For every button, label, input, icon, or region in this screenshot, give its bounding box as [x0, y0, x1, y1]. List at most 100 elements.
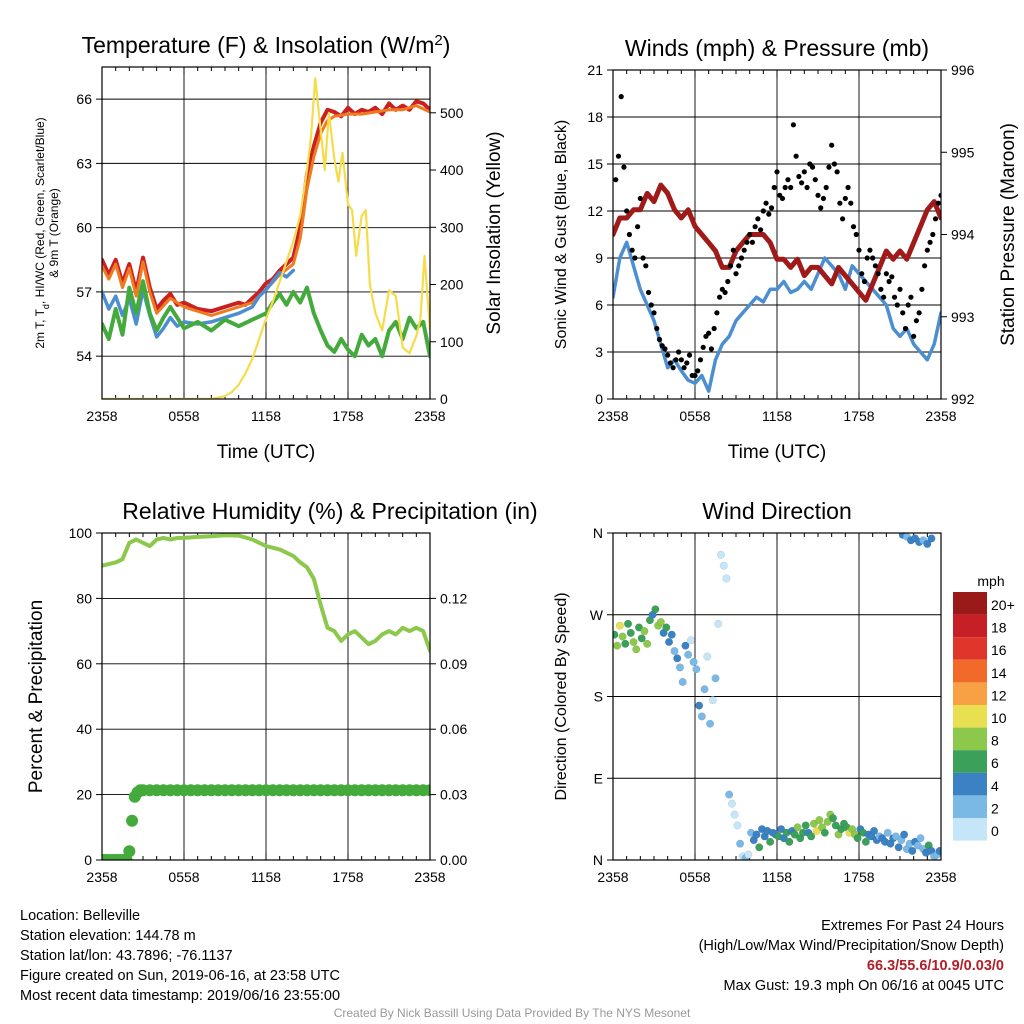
colorbar-swatch	[953, 750, 987, 773]
y-tick-label: 15	[587, 156, 603, 172]
point-wind_gust	[922, 263, 928, 269]
y-tick-label-right: 995	[951, 144, 975, 160]
point-wind_gust	[796, 173, 802, 180]
direction-point	[883, 828, 892, 837]
point-wind_gust	[676, 349, 682, 355]
y-tick-label: 54	[76, 348, 92, 364]
grid-rh	[102, 533, 430, 860]
y-tick-label-right: 0.12	[440, 590, 467, 606]
point-wind_gust	[654, 325, 660, 332]
panel-wind: 0 3 6 9 12 15 18 21 992 993 994 995 996 2358 0558 1158 1…	[553, 35, 1019, 463]
line-relative_humidity	[102, 533, 430, 653]
direction-point	[820, 828, 829, 837]
point-wind_gust	[736, 263, 742, 269]
y-tick-label: 12	[587, 203, 603, 219]
y-tick-label: 63	[76, 155, 92, 171]
colorbar-swatch	[953, 659, 987, 683]
y-tick-label: 100	[69, 525, 93, 541]
direction-point	[634, 623, 644, 632]
direction-point	[869, 826, 879, 835]
point-wind_gust	[834, 169, 840, 175]
point-precipitation	[126, 814, 139, 827]
point-wind_gust	[916, 310, 922, 316]
direction-point	[913, 841, 922, 850]
y-tick-label: E	[594, 770, 603, 786]
point-wind_gust	[626, 231, 633, 238]
point-wind_gust	[681, 365, 687, 371]
point-wind_gust	[889, 274, 895, 280]
point-wind_gust	[818, 205, 824, 211]
grid-wdir	[613, 533, 941, 860]
point-wind_gust	[768, 205, 775, 211]
point-wind_gust	[864, 255, 870, 261]
direction-point	[766, 837, 775, 846]
direction-point	[673, 654, 682, 663]
point-precipitation	[123, 845, 136, 858]
x-tick-label: 2358	[925, 869, 956, 885]
line-solar_insolation	[102, 77, 430, 399]
y-tick-label-right: 0.09	[440, 656, 467, 672]
point-wind_gust	[788, 184, 794, 191]
point-wind_gust	[635, 224, 641, 230]
point-wind_gust	[722, 289, 728, 296]
direction-point	[722, 574, 731, 583]
point-wind_gust	[935, 200, 941, 206]
point-wind_gust	[692, 372, 698, 379]
panel-temp: 54 57 60 63 66 0 100 200 300 400 500 2358 0558 1158 17…	[33, 32, 505, 464]
y-tick-label-right: 996	[951, 62, 975, 78]
colorbar-label: 20+	[991, 597, 1015, 613]
y-axis-label-right: Station Pressure (Maroon)	[998, 123, 1019, 346]
point-wind_gust	[850, 224, 857, 230]
point-wind_gust	[900, 310, 906, 316]
direction-point	[801, 821, 810, 830]
point-wind_gust	[927, 239, 933, 245]
point-wind_gust	[883, 271, 889, 277]
point-wind_gust	[766, 211, 772, 217]
y-tick-label-right: 500	[440, 105, 464, 121]
direction-point	[656, 617, 665, 627]
colorbar-swatch	[953, 818, 987, 841]
y-tick-label: 6	[595, 297, 603, 313]
x-axis-label: Time (UTC)	[217, 442, 316, 463]
point-wind_gust	[938, 192, 941, 198]
direction-point	[632, 645, 641, 654]
point-wind_gust	[656, 336, 663, 343]
point-wind_gust	[837, 200, 843, 206]
figure-created: Figure created on Sun, 2019-06-16, at 23…	[20, 968, 340, 984]
point-wind_gust	[913, 318, 920, 324]
direction-point	[809, 819, 818, 828]
point-wind_gust	[905, 302, 911, 308]
point-wind_gust	[891, 294, 898, 300]
y-axis-label-left-line2: & 9m T (Orange)	[47, 188, 61, 278]
colorbar-swatch	[953, 682, 987, 705]
x-tick-label: 1158	[762, 869, 792, 885]
point-wind_gust	[779, 195, 786, 202]
x-tick-label: 1758	[332, 408, 363, 424]
extremes-title: Extremes For Past 24 Hours	[821, 918, 1004, 934]
point-wind_gust	[919, 286, 925, 292]
direction-point	[686, 636, 695, 645]
point-wind_gust	[752, 224, 758, 230]
direction-point	[692, 665, 701, 674]
direction-point	[714, 619, 723, 628]
direction-point	[613, 641, 622, 650]
point-wind_gust	[711, 325, 717, 332]
x-tick-label: 1758	[843, 408, 874, 424]
max-gust: Max Gust: 19.3 mph On 06/16 at 0045 UTC	[723, 978, 1004, 994]
y-tick-label: 0	[84, 852, 92, 868]
point-wind_gust	[886, 278, 892, 285]
point-wind_gust	[774, 169, 780, 175]
point-wind_gust	[717, 294, 723, 300]
point-wind_gust	[908, 294, 914, 300]
y-tick-label: 9	[595, 250, 603, 266]
point-wind_gust	[673, 357, 679, 363]
direction-point	[777, 825, 786, 834]
point-wind_gust	[763, 200, 769, 206]
point-wind_gust	[618, 94, 624, 100]
point-wind_gust	[881, 294, 887, 300]
series-wind	[613, 94, 941, 393]
point-wind_gust	[897, 286, 903, 292]
point-wind_gust	[853, 231, 859, 238]
recent-timestamp: Most recent data timestamp: 2019/06/16 2…	[20, 988, 341, 1004]
direction-point	[618, 632, 627, 641]
